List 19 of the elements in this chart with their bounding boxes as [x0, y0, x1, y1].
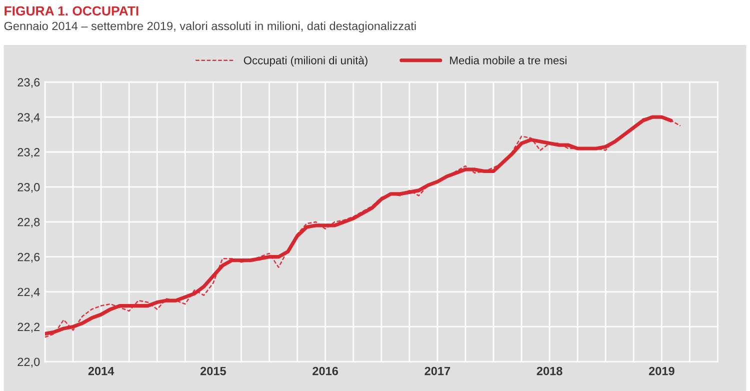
- y-tick-label: 23,2: [18, 148, 40, 158]
- x-tick-label: 2017: [424, 366, 450, 376]
- x-tick-label: 2018: [536, 366, 562, 376]
- y-tick-label: 22,4: [18, 288, 40, 298]
- x-tick-label: 2019: [648, 366, 674, 376]
- y-tick-label: 22,6: [18, 252, 40, 263]
- y-tick-label: 23,6: [18, 78, 40, 88]
- y-tick-label: 23,4: [18, 113, 40, 123]
- x-tick-label: 2016: [312, 366, 338, 376]
- legend-label: Media mobile a tre mesi: [450, 56, 566, 64]
- chart-title: FIGURA 1. OCCUPATI: [4, 6, 138, 16]
- chart-subtitle: Gennaio 2014 – settembre 2019, valori assoluti in milioni, dati destagionalizzati: [4, 22, 416, 33]
- x-tick-label: 2014: [88, 366, 114, 376]
- legend-label: Occupati (milioni di unità): [244, 56, 368, 67]
- x-tick-label: 2015: [200, 366, 226, 376]
- y-tick-label: 22,2: [18, 322, 40, 333]
- y-tick-label: 22,0: [18, 358, 40, 368]
- y-tick-label: 23,0: [18, 182, 40, 193]
- y-tick-label: 22,8: [18, 218, 40, 228]
